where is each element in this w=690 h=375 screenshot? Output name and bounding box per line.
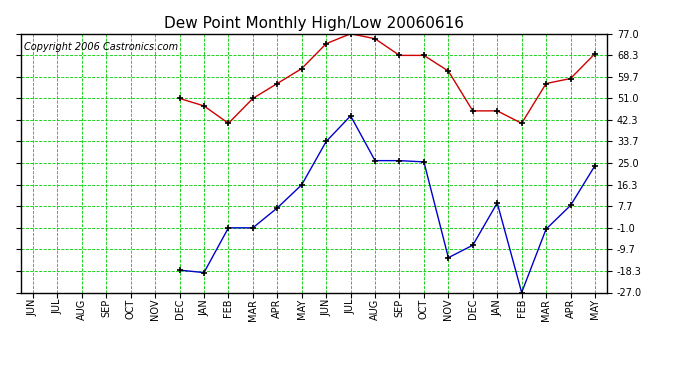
Title: Dew Point Monthly High/Low 20060616: Dew Point Monthly High/Low 20060616 [164, 16, 464, 31]
Text: Copyright 2006 Castronics.com: Copyright 2006 Castronics.com [23, 42, 178, 51]
